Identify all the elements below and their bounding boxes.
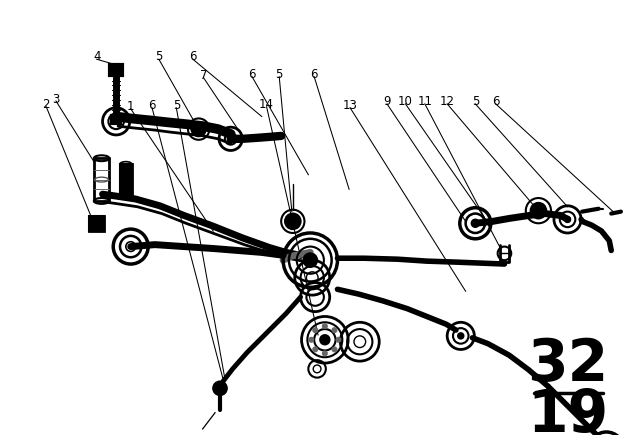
Bar (120, 164, 132, 195)
Text: 14: 14 (259, 99, 274, 112)
Text: 5: 5 (155, 50, 163, 63)
Circle shape (313, 347, 317, 352)
Circle shape (129, 245, 132, 249)
Circle shape (303, 254, 317, 267)
Text: 11: 11 (417, 95, 433, 108)
Bar (89, 215, 104, 231)
Text: 10: 10 (398, 95, 413, 108)
Text: 5: 5 (173, 99, 180, 112)
Circle shape (192, 122, 205, 136)
Circle shape (213, 382, 227, 395)
Circle shape (336, 337, 341, 342)
Bar (109, 64, 123, 76)
Bar (111, 115, 121, 124)
Circle shape (320, 335, 330, 345)
Bar (111, 115, 121, 124)
Bar (120, 164, 132, 195)
Text: 5: 5 (276, 68, 283, 81)
Text: 6: 6 (189, 50, 196, 63)
Circle shape (458, 333, 463, 339)
Circle shape (531, 203, 546, 219)
Text: 6: 6 (148, 99, 156, 112)
Text: 32: 32 (527, 336, 608, 392)
Text: 1: 1 (127, 100, 134, 113)
Circle shape (285, 214, 301, 229)
Bar (109, 64, 123, 76)
Text: 4: 4 (93, 50, 100, 63)
Text: 5: 5 (472, 95, 479, 108)
Circle shape (113, 118, 119, 124)
Text: 3: 3 (52, 93, 60, 106)
Text: 13: 13 (342, 99, 358, 112)
Text: 6: 6 (248, 68, 256, 81)
Circle shape (323, 324, 327, 328)
Circle shape (323, 351, 327, 356)
Circle shape (332, 347, 337, 352)
Text: 2: 2 (42, 99, 50, 112)
Text: 12: 12 (440, 95, 454, 108)
Circle shape (472, 220, 479, 227)
Text: 19: 19 (527, 387, 608, 444)
Text: 6: 6 (310, 68, 318, 81)
Circle shape (313, 328, 317, 332)
Circle shape (564, 216, 570, 222)
Text: 7: 7 (200, 69, 207, 82)
Text: 6: 6 (492, 95, 499, 108)
Circle shape (309, 337, 314, 342)
Circle shape (332, 328, 337, 332)
Bar (89, 215, 104, 231)
Text: 9: 9 (383, 95, 391, 108)
